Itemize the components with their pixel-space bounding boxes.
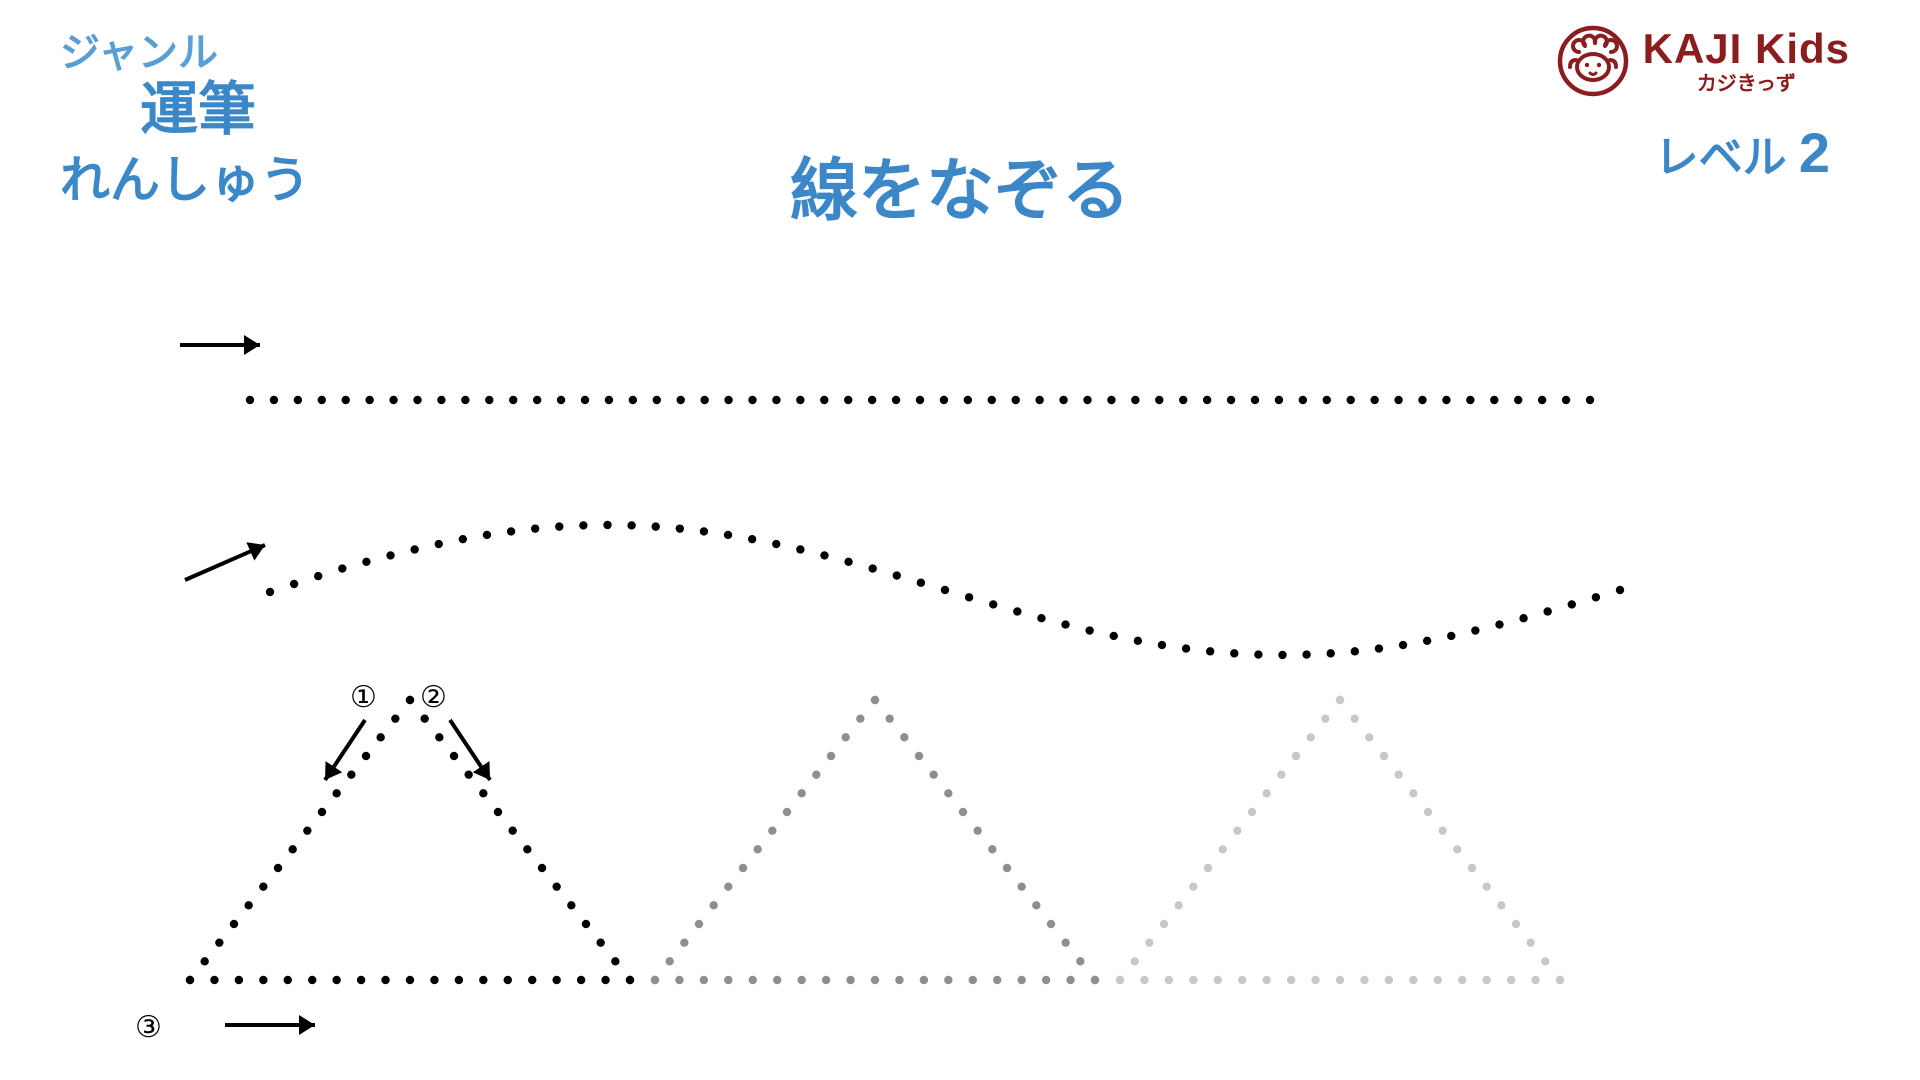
step-1-label: ① [350,680,377,715]
step-3-label: ③ [135,1010,162,1045]
tracing-worksheet [0,0,1920,1080]
step-2-label: ② [420,680,447,715]
